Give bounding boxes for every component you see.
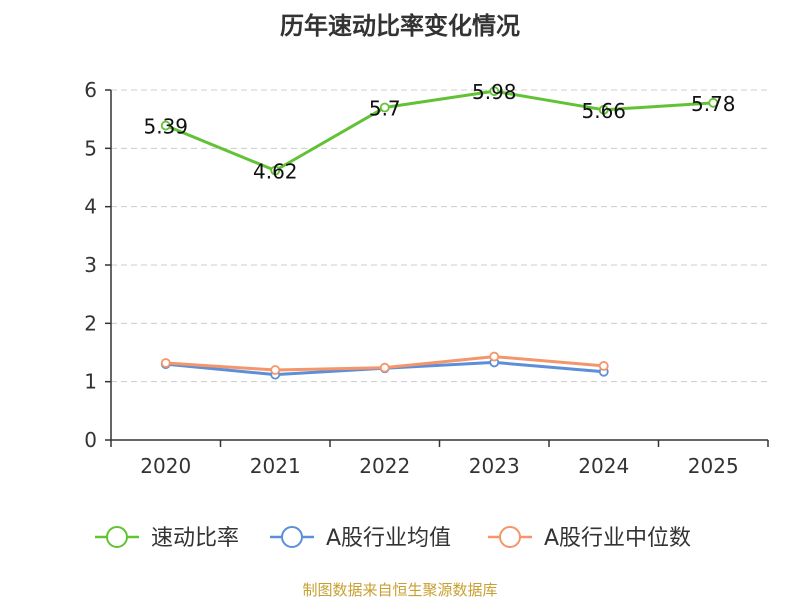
x-tick-label: 2020	[140, 454, 191, 478]
data-point	[379, 362, 390, 373]
chart-title: 历年速动比率变化情况	[280, 12, 520, 40]
data-point	[598, 104, 609, 115]
data-point	[489, 86, 500, 97]
legend-label: A股行业中位数	[544, 526, 691, 551]
series-line-0	[165, 89, 714, 172]
data-label: 4.62	[253, 160, 298, 184]
legend-marker	[106, 526, 128, 548]
x-tick-label: 2024	[578, 454, 629, 478]
data-point	[270, 365, 281, 375]
x-tick-label: 2021	[250, 454, 301, 478]
y-tick-label: 2	[84, 311, 97, 335]
legend-marker	[499, 526, 521, 548]
legend-label: 速动比率	[151, 526, 239, 551]
data-label: 5.7	[369, 97, 401, 121]
legend-label: A股行业均值	[326, 526, 451, 551]
data-point	[489, 351, 500, 362]
x-tick-label: 2023	[469, 454, 520, 478]
y-tick-label: 1	[84, 370, 97, 394]
y-tick-label: 0	[84, 428, 97, 452]
data-label: 5.78	[691, 92, 736, 116]
data-point	[598, 361, 609, 371]
x-tick-label: 2022	[359, 454, 410, 478]
data-point	[708, 97, 719, 108]
data-point	[270, 165, 281, 176]
data-label: 5.66	[581, 99, 626, 123]
data-point	[379, 102, 390, 113]
source-note: 制图数据来自恒生聚源数据库	[302, 581, 498, 599]
data-label: 5.39	[143, 115, 188, 139]
legend-marker	[281, 526, 303, 548]
y-tick-label: 4	[84, 195, 97, 219]
y-tick-label: 5	[84, 136, 97, 160]
data-point	[160, 358, 171, 368]
x-tick-label: 2025	[688, 454, 739, 478]
y-tick-label: 3	[84, 253, 97, 277]
data-point	[160, 120, 171, 131]
data-label: 5.98	[472, 80, 517, 104]
y-tick-label: 6	[84, 78, 97, 102]
